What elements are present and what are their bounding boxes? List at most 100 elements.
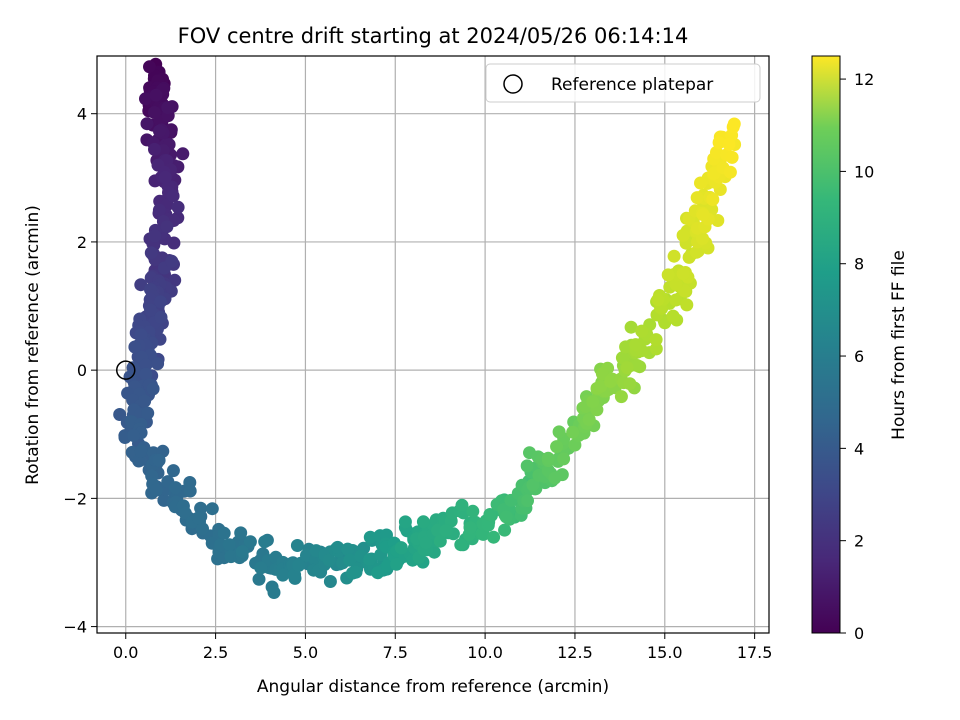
scatter-point [323,575,337,588]
scatter-point [419,536,433,549]
scatter-point [258,535,272,549]
scatter-point [725,150,739,164]
scatter-point [205,502,219,516]
scatter-point [341,542,355,556]
scatter-point [541,451,555,465]
scatter-point [171,200,185,214]
scatter-point [276,568,290,582]
scatter-point [433,534,447,548]
scatter-point [152,453,166,467]
scatter-point [690,191,704,205]
reference-point-marker [115,360,136,380]
scatter-point [128,340,142,354]
x-axis-ticks: 0.0 2.5 5.0 7.5 10.0 12.5 15.0 17.5 [113,633,772,662]
scatter-point [526,478,540,492]
y-axis-label: Rotation from reference (arcmin) [23,205,43,485]
colorbar-tick-label: 8 [854,255,864,274]
scatter-point [363,530,377,544]
scatter-point [176,147,190,161]
scatter-point [582,413,596,426]
scatter-point [132,454,146,468]
scatter-point [661,268,675,282]
legend-box [485,63,761,103]
scatter-point [139,367,153,381]
scatter-point [706,193,720,206]
scatter-point [235,545,249,559]
colorbar-tick-label: 2 [854,532,864,551]
scatter-point [667,249,681,263]
scatter-point [165,254,179,268]
scatter-point [694,176,707,190]
scatter-point [127,429,141,442]
scatter-point [243,535,257,549]
colorbar-tick-label: 6 [854,347,864,366]
scatter-point [183,484,197,498]
scatter-point [322,553,336,567]
scatter-point [290,539,304,552]
x-tick-label: 5.0 [293,643,318,662]
scatter-point [349,565,363,579]
scatter-point [727,117,741,131]
scatter-point [149,88,163,102]
scatter-point [166,189,180,203]
scatter-point [623,377,637,391]
scatter-point [178,506,192,520]
scatter-point [168,273,182,287]
scatter-point [439,524,453,537]
scatter-point [343,553,357,567]
y-tick-label: −2 [63,489,87,508]
scatter-point [416,515,430,529]
colorbar-ticks: 0 2 4 6 8 10 12 [840,70,874,643]
scatter-point [669,277,683,291]
scatter-point [147,106,161,119]
scatter-point [222,538,236,552]
scatter-point [712,136,726,149]
scatter-point [487,530,501,544]
scatter-point [394,541,408,555]
x-tick-label: 15.0 [647,643,683,662]
scatter-point [292,558,306,572]
scatter-point [499,510,513,524]
scatter-point [696,208,710,222]
scatter-point [140,117,154,131]
scatter-point [521,494,534,508]
scatter-point [669,293,683,307]
scatter-point [191,511,205,525]
scatter-point [630,359,644,372]
scatter-point [153,124,166,138]
scatter-point [234,526,248,540]
scatter-point [710,145,723,159]
scatter-point [217,526,231,540]
scatter-point [466,504,480,518]
scatter-point [169,481,183,495]
x-axis-label: Angular distance from reference (arcmin) [257,677,609,697]
scatter-point [196,522,209,536]
scatter-point [520,459,534,473]
y-tick-label: −4 [63,618,87,637]
chart-title: FOV centre drift starting at 2024/05/26 … [178,24,689,48]
scatter-point [690,245,703,259]
colorbar-gradient [811,55,841,634]
scatter-point [620,361,634,375]
scatter-point [149,483,163,497]
scatter-point [160,220,174,234]
x-tick-label: 7.5 [383,643,408,662]
scatter-point [398,515,412,529]
scatter-point [666,309,680,323]
scatter-point [166,464,180,478]
y-tick-label: 4 [77,105,87,124]
colorbar: 0 2 4 6 8 10 12 Hours from first FF file [811,55,909,643]
scatter-points [113,57,742,599]
colorbar-tick-label: 10 [854,162,874,181]
x-tick-label: 17.5 [737,643,773,662]
scatter-point [566,425,580,439]
scatter-point [595,367,609,381]
scatter-point [134,328,148,342]
scatter-point [552,425,566,439]
scatter-point [134,444,148,458]
scatter-point [331,540,345,554]
y-tick-label: 0 [77,361,87,380]
scatter-point [454,538,468,552]
scatter-point [550,440,564,454]
